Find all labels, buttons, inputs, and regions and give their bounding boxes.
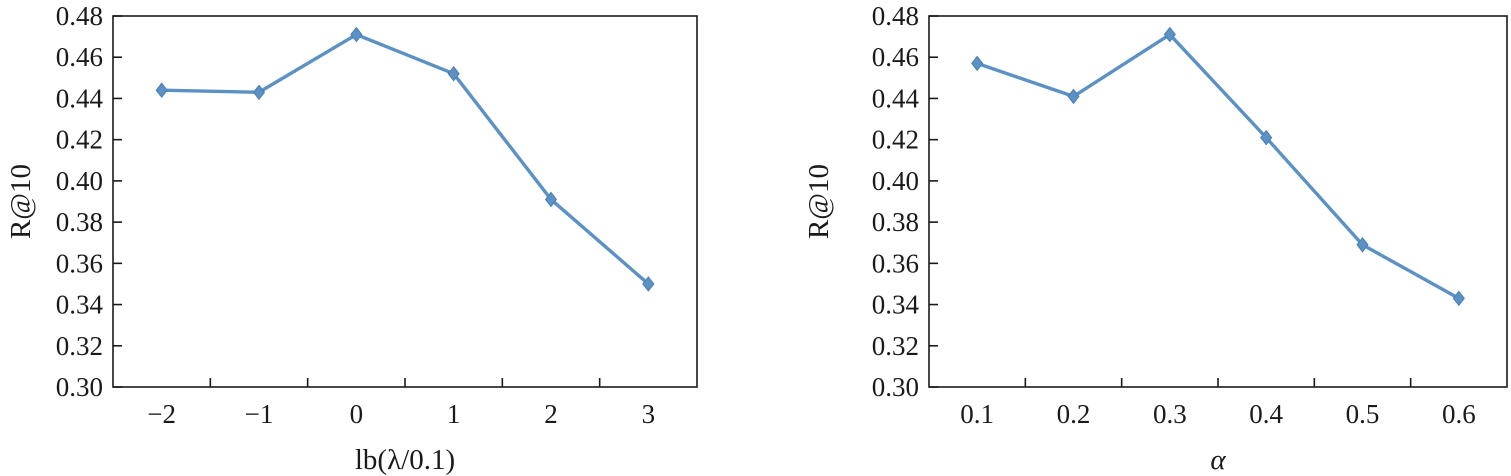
data-point-marker (1163, 26, 1176, 43)
y-tick-label: 0.30 (872, 372, 919, 402)
y-tick-label: 0.44 (56, 83, 104, 113)
x-tick-label: 0.6 (1442, 399, 1476, 429)
data-point-marker (1260, 129, 1273, 146)
y-axis-title: R@10 (5, 164, 37, 239)
data-point-marker (1356, 236, 1369, 253)
data-point-marker (155, 82, 168, 99)
y-tick-label: 0.32 (872, 331, 919, 361)
y-tick-label: 0.40 (56, 166, 103, 196)
x-tick-label: 2 (544, 399, 558, 429)
x-tick-label: 0.2 (1057, 399, 1091, 429)
y-tick-label: 0.46 (872, 42, 919, 72)
x-tick-label: −2 (147, 399, 176, 429)
x-tick-label: 0 (350, 399, 364, 429)
x-tick-label: 0.5 (1346, 399, 1380, 429)
y-axis-title: R@10 (803, 164, 835, 239)
data-point-marker (447, 65, 460, 82)
x-tick-label: −1 (245, 399, 274, 429)
x-axis-title: lb(λ/0.1) (355, 444, 455, 476)
y-tick-label: 0.36 (872, 248, 919, 278)
y-tick-label: 0.38 (56, 207, 103, 237)
y-tick-label: 0.34 (872, 290, 920, 320)
series-line (161, 32, 650, 286)
x-tick-label: 0.1 (960, 399, 994, 429)
y-tick-label: 0.48 (56, 1, 103, 31)
series-line (976, 32, 1460, 300)
y-tick-label: 0.42 (872, 125, 919, 155)
x-tick-label: 3 (642, 399, 656, 429)
x-tick-label: 0.4 (1249, 399, 1283, 429)
x-axis-title: α (1210, 444, 1226, 476)
y-tick-label: 0.46 (56, 42, 103, 72)
y-tick-label: 0.32 (56, 331, 103, 361)
y-tick-label: 0.42 (56, 125, 103, 155)
plot-frame (112, 15, 698, 388)
data-point-marker (544, 191, 558, 208)
y-tick-label: 0.36 (56, 248, 103, 278)
y-tick-label: 0.48 (872, 1, 919, 31)
x-tick-label: 0.3 (1153, 399, 1187, 429)
y-tick-label: 0.38 (872, 207, 919, 237)
y-tick-label: 0.30 (56, 372, 103, 402)
data-point-marker (971, 55, 984, 72)
data-point-marker (1067, 88, 1080, 105)
data-point-marker (350, 26, 363, 43)
data-point-marker (252, 84, 266, 101)
y-tick-label: 0.40 (872, 166, 919, 196)
y-tick-label: 0.44 (872, 83, 920, 113)
plot-frame (928, 15, 1508, 388)
data-point-marker (642, 276, 655, 292)
x-tick-label: 1 (447, 399, 461, 429)
chart-panel-2: 0.30 0.32 0.34 0.36 0.38 0.40 0.42 0.44 0.46 0.48… (803, 1, 1508, 476)
y-tick-label: 0.34 (56, 290, 104, 320)
chart-panel-1: 0.30 0.32 0.34 0.36 0.38 0.40 0.42 0.44 0.46 0.48… (5, 1, 698, 476)
data-point-marker (1452, 290, 1465, 307)
